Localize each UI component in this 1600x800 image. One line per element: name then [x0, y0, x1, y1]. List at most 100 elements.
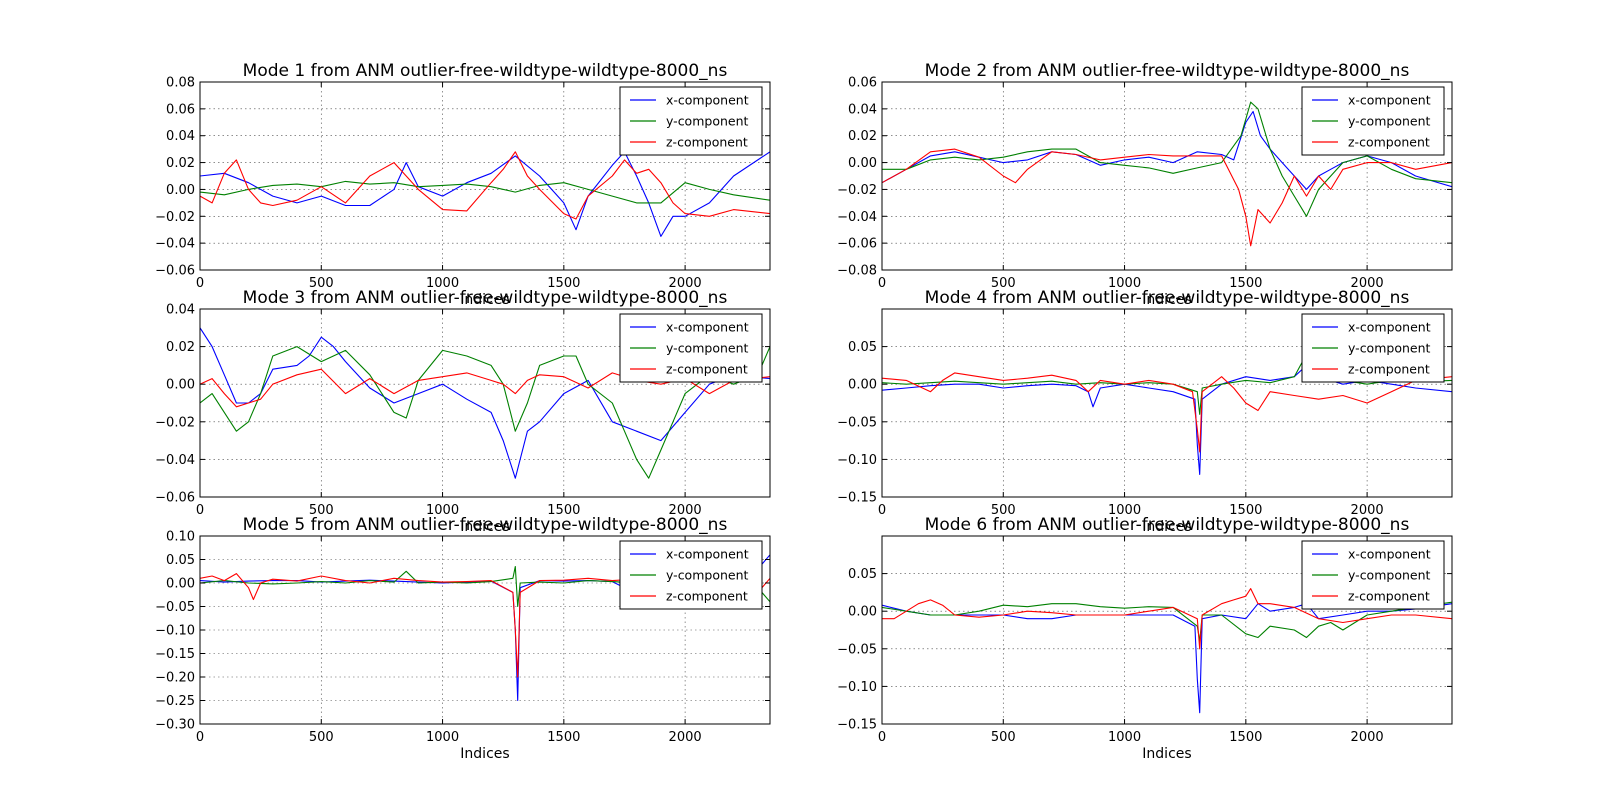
legend-label-x: x-component	[666, 93, 749, 108]
subplot-mode-3: 0 500 1000 1500 2000 −0.06 −0.04 −0.02 0.00 0.02 0…	[155, 288, 771, 535]
y-tick-label: −0.05	[155, 600, 195, 615]
y-tick-label: 0.00	[848, 156, 877, 171]
subplot-title: Mode 4 from ANM outlier-free-wildtype-wi…	[925, 288, 1410, 308]
legend: x-component y-component z-component	[619, 86, 763, 156]
legend-label-y: y-component	[1348, 341, 1431, 356]
y-tick-label: −0.20	[155, 671, 195, 686]
x-tick-label: 1500	[1229, 730, 1262, 745]
y-tick-label: −0.05	[837, 415, 877, 430]
y-tick-label: −0.15	[837, 491, 877, 506]
x-tick-label: 1000	[1108, 730, 1141, 745]
y-tick-label: 0.05	[166, 553, 195, 568]
x-axis-label: Indices	[1142, 292, 1191, 308]
series-line-x-component	[882, 110, 1452, 190]
x-axis-label: Indices	[460, 746, 509, 762]
y-tick-label: 0.02	[166, 156, 195, 171]
y-tick-label: −0.10	[837, 680, 877, 695]
x-tick-label: 1000	[1108, 276, 1141, 291]
plot-frame	[199, 308, 771, 498]
y-tick-label: −0.10	[837, 453, 877, 468]
y-tick-label: −0.06	[155, 264, 195, 279]
legend-label-x: x-component	[1348, 547, 1431, 562]
legend: x-component y-component z-component	[1301, 540, 1445, 610]
x-tick-label: 2000	[669, 730, 702, 745]
x-tick-label: 2000	[669, 276, 702, 291]
legend-label-y: y-component	[666, 341, 749, 356]
subplot-mode-6: 0 500 1000 1500 2000 −0.15 −0.10 −0.05 0.00 0.05 M…	[837, 515, 1453, 762]
x-tick-label: 2000	[1351, 276, 1384, 291]
y-tick-label: −0.04	[155, 237, 195, 252]
y-tick-label: −0.04	[837, 210, 877, 225]
x-tick-label: 2000	[1351, 503, 1384, 518]
legend-label-z: z-component	[666, 135, 748, 150]
y-tick-label: −0.02	[837, 183, 877, 198]
subplot-title: Mode 1 from ANM outlier-free-wildtype-wi…	[243, 61, 728, 81]
x-tick-label: 2000	[1351, 730, 1384, 745]
subplot-mode-5: 0 500 1000 1500 2000 −0.30 −0.25 −0.20 −0.15 −0.1…	[155, 515, 771, 762]
subplot-title: Mode 2 from ANM outlier-free-wildtype-wi…	[925, 61, 1410, 81]
x-tick-label: 500	[309, 503, 334, 518]
subplot-title: Mode 6 from ANM outlier-free-wildtype-wi…	[925, 515, 1410, 535]
y-tick-label: −0.02	[155, 415, 195, 430]
x-tick-label: 1500	[547, 730, 580, 745]
legend-label-z: z-component	[1348, 589, 1430, 604]
x-axis-label: Indices	[1142, 746, 1191, 762]
legend-label-x: x-component	[666, 547, 749, 562]
legend-label-z: z-component	[1348, 362, 1430, 377]
x-tick-label: 0	[196, 276, 204, 291]
y-tick-label: 0.06	[848, 76, 877, 91]
subplot-title: Mode 3 from ANM outlier-free-wildtype-wi…	[243, 288, 728, 308]
y-tick-label: 0.02	[848, 129, 877, 144]
x-tick-label: 0	[196, 503, 204, 518]
y-tick-label: 0.04	[166, 129, 195, 144]
x-axis-label: Indices	[1142, 519, 1191, 535]
y-tick-label: −0.06	[837, 237, 877, 252]
x-tick-label: 500	[309, 730, 334, 745]
y-tick-label: −0.06	[155, 491, 195, 506]
subplot-title: Mode 5 from ANM outlier-free-wildtype-wi…	[243, 515, 728, 535]
legend-label-y: y-component	[666, 114, 749, 129]
y-tick-label: 0.02	[166, 340, 195, 355]
y-tick-label: −0.15	[837, 718, 877, 733]
x-tick-label: 1000	[426, 503, 459, 518]
x-tick-label: 1000	[426, 730, 459, 745]
y-tick-label: −0.02	[155, 210, 195, 225]
x-tick-label: 1500	[547, 503, 580, 518]
x-tick-label: 0	[878, 503, 886, 518]
legend-label-x: x-component	[1348, 93, 1431, 108]
legend: x-component y-component z-component	[619, 540, 763, 610]
x-tick-label: 500	[991, 730, 1016, 745]
y-tick-label: 0.04	[166, 303, 195, 318]
legend-label-y: y-component	[1348, 568, 1431, 583]
legend-label-z: z-component	[666, 589, 748, 604]
y-tick-label: −0.25	[155, 694, 195, 709]
legend-label-y: y-component	[1348, 114, 1431, 129]
legend: x-component y-component z-component	[1301, 313, 1445, 383]
y-tick-label: −0.15	[155, 647, 195, 662]
subplot-mode-1: 0 500 1000 1500 2000 −0.06 −0.04 −0.02 0.00 0.02 0…	[155, 61, 771, 308]
x-tick-label: 0	[878, 276, 886, 291]
x-tick-label: 0	[196, 730, 204, 745]
y-tick-label: 0.06	[166, 102, 195, 117]
y-tick-label: 0.08	[166, 76, 195, 91]
x-tick-label: 500	[991, 276, 1016, 291]
series-line-z-component	[200, 151, 770, 220]
y-tick-label: 0.04	[848, 102, 877, 117]
y-tick-label: 0.00	[166, 378, 195, 393]
y-tick-label: −0.08	[837, 264, 877, 279]
subplot-mode-2: 0 500 1000 1500 2000 −0.08 −0.06 −0.04 −0.02 0.00…	[837, 61, 1453, 308]
x-axis-label: Indices	[460, 292, 509, 308]
legend-label-x: x-component	[666, 320, 749, 335]
plot-frame	[881, 308, 1453, 498]
series-line-z-component	[882, 588, 1452, 650]
x-tick-label: 1000	[1108, 503, 1141, 518]
x-tick-label: 500	[309, 276, 334, 291]
series-line-z-component	[882, 372, 1452, 453]
plot-frame	[881, 535, 1453, 725]
x-tick-label: 1500	[1229, 503, 1262, 518]
series-line-y-component	[200, 180, 770, 204]
legend: x-component y-component z-component	[619, 313, 763, 383]
y-tick-label: −0.10	[155, 624, 195, 639]
series-line-z-component	[882, 148, 1452, 247]
